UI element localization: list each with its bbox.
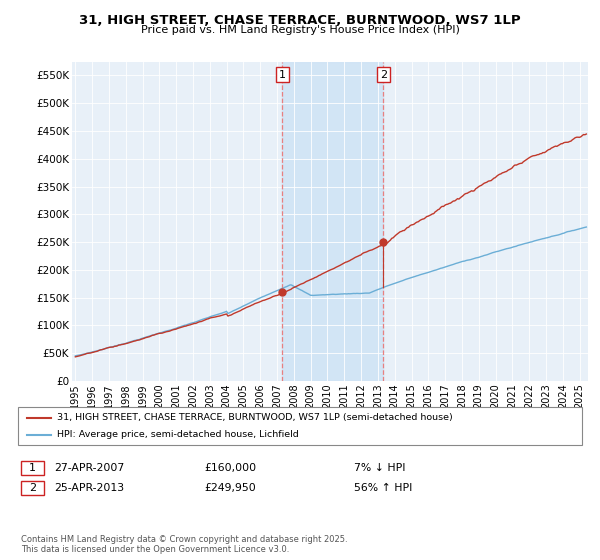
Text: 31, HIGH STREET, CHASE TERRACE, BURNTWOOD, WS7 1LP: 31, HIGH STREET, CHASE TERRACE, BURNTWOO… (79, 14, 521, 27)
Text: £160,000: £160,000 (204, 463, 256, 473)
Text: 2: 2 (29, 483, 36, 493)
Text: £249,950: £249,950 (204, 483, 256, 493)
Text: 27-APR-2007: 27-APR-2007 (54, 463, 124, 473)
Text: 31, HIGH STREET, CHASE TERRACE, BURNTWOOD, WS7 1LP (semi-detached house): 31, HIGH STREET, CHASE TERRACE, BURNTWOO… (57, 413, 453, 422)
Text: 2: 2 (380, 69, 387, 80)
Text: 25-APR-2013: 25-APR-2013 (54, 483, 124, 493)
Text: 56% ↑ HPI: 56% ↑ HPI (354, 483, 412, 493)
Text: 1: 1 (279, 69, 286, 80)
Bar (283, 62, 383, 381)
Text: 7% ↓ HPI: 7% ↓ HPI (354, 463, 406, 473)
Text: HPI: Average price, semi-detached house, Lichfield: HPI: Average price, semi-detached house,… (57, 430, 299, 439)
Text: Price paid vs. HM Land Registry's House Price Index (HPI): Price paid vs. HM Land Registry's House … (140, 25, 460, 35)
Text: 1: 1 (29, 463, 36, 473)
Text: Contains HM Land Registry data © Crown copyright and database right 2025.
This d: Contains HM Land Registry data © Crown c… (21, 535, 347, 554)
